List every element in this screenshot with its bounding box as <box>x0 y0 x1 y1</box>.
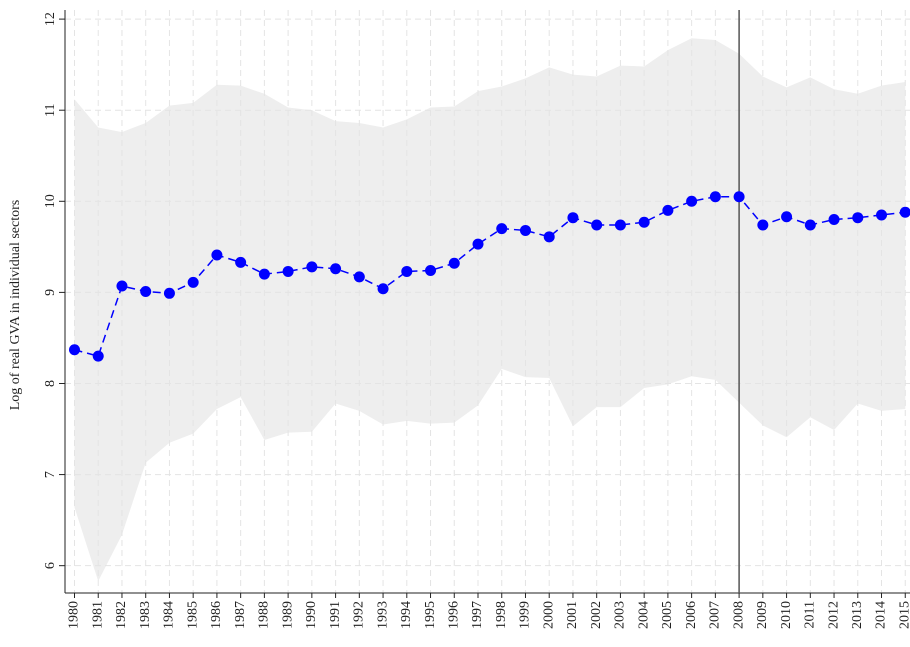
x-tick-label: 2011 <box>803 601 818 628</box>
data-point <box>140 285 152 297</box>
x-tick-label: 1996 <box>446 601 461 629</box>
data-point <box>282 265 294 277</box>
x-tick-label: 1994 <box>399 601 414 629</box>
data-point <box>377 283 389 295</box>
data-point <box>92 350 104 362</box>
x-tick-label: 2009 <box>755 601 770 629</box>
data-point <box>401 265 413 277</box>
y-tick-label: 12 <box>43 12 58 26</box>
data-point <box>211 249 223 261</box>
x-tick-label: 1992 <box>352 601 367 629</box>
data-point <box>448 257 460 269</box>
x-tick-label: 2013 <box>850 601 865 629</box>
x-tick-label: 2000 <box>541 601 556 629</box>
x-tick-label: 2003 <box>613 601 628 629</box>
data-point <box>686 195 698 207</box>
data-point <box>567 212 579 224</box>
x-tick-label: 1991 <box>328 601 343 629</box>
x-tick-label: 2008 <box>731 601 746 629</box>
x-tick-label: 1987 <box>233 601 248 629</box>
x-tick-label: 1989 <box>280 601 295 629</box>
data-point <box>306 261 318 273</box>
x-tick-label: 1997 <box>470 601 485 629</box>
data-point <box>804 219 816 231</box>
data-point <box>235 256 247 268</box>
data-point <box>828 214 840 226</box>
y-axis-label: Log of real GVA in individual sectors <box>8 200 23 411</box>
x-tick-label: 2006 <box>684 601 699 629</box>
y-tick-label: 7 <box>43 471 58 478</box>
data-point <box>709 191 721 203</box>
x-tick-label: 2012 <box>826 601 841 629</box>
data-point <box>472 238 484 250</box>
data-point <box>899 206 910 218</box>
data-point <box>163 287 175 299</box>
data-point <box>425 265 437 277</box>
x-tick-label: 1999 <box>518 601 533 629</box>
x-tick-label: 1986 <box>209 601 224 629</box>
x-tick-label: 1990 <box>304 601 319 629</box>
y-tick-label: 11 <box>43 103 58 116</box>
data-point <box>852 212 864 224</box>
x-tick-label: 1985 <box>185 601 200 629</box>
x-tick-label: 1993 <box>375 601 390 629</box>
x-tick-label: 1995 <box>423 601 438 629</box>
y-tick-label: 10 <box>43 194 58 208</box>
x-tick-label: 1988 <box>257 601 272 629</box>
data-point <box>519 224 531 236</box>
x-tick-label: 1983 <box>138 601 153 629</box>
x-tick-label: 2014 <box>874 601 889 629</box>
x-tick-label: 1998 <box>494 601 509 629</box>
x-tick-label: 1984 <box>162 601 177 629</box>
data-point <box>781 211 793 223</box>
data-point <box>638 216 650 228</box>
data-point <box>543 231 555 243</box>
data-point <box>353 271 365 283</box>
x-tick-label: 2004 <box>636 601 651 629</box>
data-point <box>496 223 508 235</box>
x-tick-label: 2007 <box>708 601 723 629</box>
data-point <box>876 209 888 221</box>
data-point <box>733 191 745 203</box>
x-tick-label: 1982 <box>114 601 129 629</box>
x-tick-label: 2001 <box>565 601 580 629</box>
y-tick-label: 9 <box>43 289 58 296</box>
data-point <box>68 344 80 356</box>
x-tick-label: 2002 <box>589 601 604 629</box>
data-point <box>116 280 128 292</box>
data-point <box>614 219 626 231</box>
data-point <box>757 219 769 231</box>
range-band <box>74 38 906 582</box>
x-tick-label: 1980 <box>67 601 82 629</box>
x-tick-label: 2015 <box>897 601 910 629</box>
data-point <box>258 268 270 280</box>
data-point <box>591 219 603 231</box>
data-point <box>662 204 674 216</box>
data-point <box>330 263 342 275</box>
x-tick-label: 2010 <box>779 601 794 629</box>
x-tick-label: 1981 <box>90 601 105 629</box>
data-point <box>187 276 199 288</box>
x-tick-label: 2005 <box>660 601 675 629</box>
y-tick-label: 8 <box>43 380 58 387</box>
y-tick-label: 6 <box>43 562 58 569</box>
